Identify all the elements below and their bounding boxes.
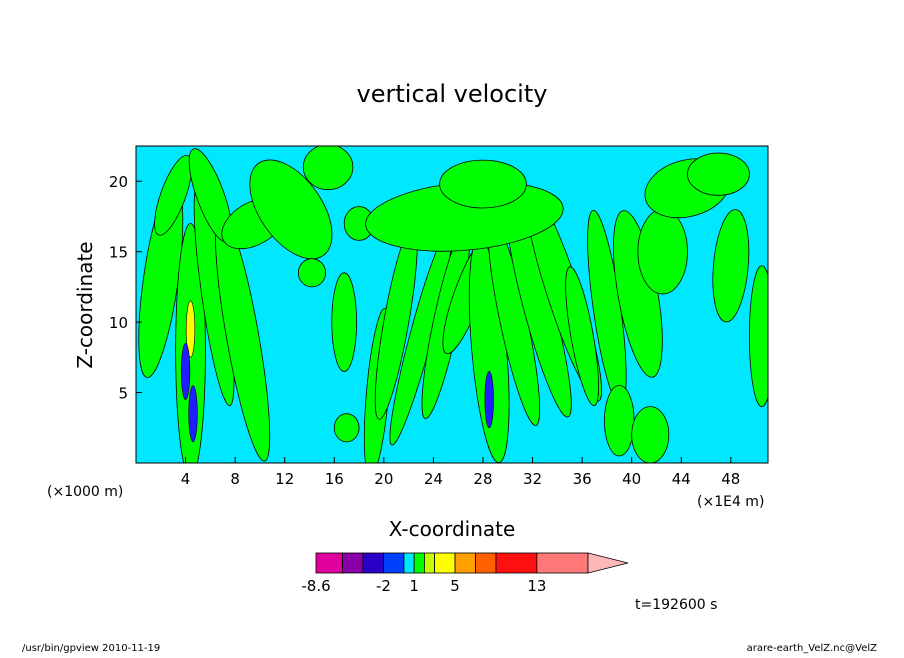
- contour-region: [687, 152, 750, 196]
- colorbar-segment: [342, 552, 364, 574]
- footer-left: /usr/bin/gpview 2010-11-19: [22, 643, 160, 654]
- footer-right: arare-earth_VelZ.nc@VelZ: [747, 643, 878, 654]
- x-tick-label: 24: [424, 470, 443, 488]
- x-tick-label: 48: [721, 470, 740, 488]
- x-tick-label: 36: [573, 470, 592, 488]
- colorbar-segment: [454, 552, 476, 574]
- contour-core: [185, 300, 196, 358]
- y-tick-label: 10: [109, 314, 128, 332]
- colorbar-label: -8.6: [301, 577, 330, 595]
- colorbar-segment: [413, 552, 425, 574]
- contour-field: [138, 146, 768, 463]
- x-tick-label: 12: [275, 470, 294, 488]
- contour-region: [631, 406, 670, 463]
- x-tick-label: 40: [622, 470, 641, 488]
- x-tick-label: 20: [374, 470, 393, 488]
- time-annotation: t=192600 s: [635, 597, 717, 613]
- x-tick-label: 8: [230, 470, 240, 488]
- x-axis: 4 8 12 16 20 24 28 32 36 40 44 48: [181, 457, 740, 488]
- plot-frame: [135, 145, 769, 464]
- x-axis-title: X-coordinate: [389, 517, 516, 541]
- y-axis-title: Z-coordinate: [73, 241, 97, 368]
- contour-region: [604, 385, 635, 457]
- contour-region: [297, 258, 326, 288]
- y-tick-label: 5: [118, 385, 128, 403]
- contour-region: [439, 159, 527, 209]
- x-tick-label: 4: [181, 470, 191, 488]
- y-axis: 5 10 15 20: [109, 173, 142, 403]
- contour-region: [637, 209, 688, 295]
- contour-region: [154, 154, 193, 236]
- contour-region: [302, 146, 354, 191]
- colorbar-label: 5: [450, 577, 460, 595]
- colorbar-segment: [536, 552, 589, 574]
- contour-core: [484, 371, 494, 429]
- colorbar-segment: [423, 552, 436, 574]
- colorbar-extend-arrow: [587, 552, 629, 574]
- plot-area: [135, 145, 769, 464]
- contour-core: [188, 385, 198, 443]
- colorbar: -8.6 -2 1 5 13: [301, 552, 629, 595]
- contour-region: [565, 266, 599, 407]
- colorbar-segment: [434, 552, 456, 574]
- contour-region: [249, 159, 333, 260]
- colorbar-label: 13: [527, 577, 546, 595]
- colorbar-segment: [383, 552, 405, 574]
- y-tick-label: 15: [109, 244, 128, 262]
- colorbar-segment: [315, 552, 343, 574]
- x-scale-note-left: (×1000 m): [47, 484, 123, 500]
- contour-region: [749, 265, 768, 408]
- contour-core: [180, 342, 191, 400]
- x-tick-label: 32: [523, 470, 542, 488]
- colorbar-segment: [475, 552, 497, 574]
- x-tick-label: 16: [325, 470, 344, 488]
- colorbar-label: 1: [409, 577, 419, 595]
- colorbar-segment: [495, 552, 538, 574]
- x-scale-note-right: (×1E4 m): [697, 494, 764, 510]
- y-tick-label: 20: [109, 173, 128, 191]
- contour-region: [331, 272, 357, 372]
- colorbar-segment: [403, 552, 415, 574]
- x-tick-label: 28: [473, 470, 492, 488]
- chart-title: vertical velocity: [357, 80, 548, 108]
- contour-region: [712, 209, 750, 323]
- colorbar-segment: [362, 552, 384, 574]
- colorbar-label: -2: [376, 577, 391, 595]
- x-tick-label: 44: [672, 470, 691, 488]
- contour-region: [333, 413, 360, 443]
